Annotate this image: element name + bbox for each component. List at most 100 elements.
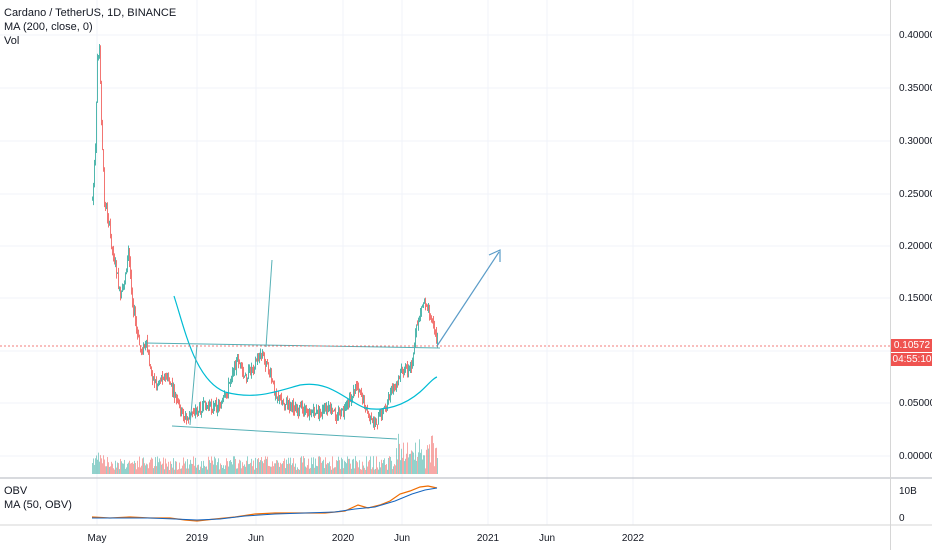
volume-bar <box>127 463 128 474</box>
volume-bar <box>347 456 348 474</box>
volume-bar <box>281 464 282 474</box>
volume-bar <box>306 467 307 474</box>
volume-bar <box>164 469 165 474</box>
volume-bar <box>174 469 175 474</box>
volume-bar <box>352 459 353 474</box>
price-tick: 0.25000 <box>899 189 932 200</box>
volume-bar <box>310 467 311 474</box>
volume-bar <box>229 461 230 474</box>
volume-bar <box>421 449 422 474</box>
volume-bar <box>370 456 371 474</box>
volume-bar <box>417 456 418 474</box>
volume-bar <box>101 458 102 474</box>
volume-bar <box>171 463 172 474</box>
volume-bar <box>395 465 396 474</box>
volume-bar <box>213 464 214 474</box>
volume-bar <box>307 465 308 474</box>
volume-bar <box>247 456 248 474</box>
volume-bar <box>406 453 407 474</box>
volume-bar <box>139 456 140 474</box>
volume-bar <box>108 462 109 474</box>
volume-bar <box>221 464 222 474</box>
volume-bar <box>385 464 386 474</box>
volume-bar <box>383 460 384 474</box>
volume-bar <box>295 463 296 474</box>
volume-bar <box>371 469 372 474</box>
volume-bar <box>107 457 108 474</box>
symbol-title[interactable]: Cardano / TetherUS, 1D, BINANCE <box>4 7 177 19</box>
volume-bar <box>323 459 324 474</box>
volume-bar <box>143 457 144 474</box>
volume-bar <box>397 459 398 474</box>
volume-bar <box>183 457 184 474</box>
volume-bar <box>330 466 331 474</box>
volume-bar <box>435 448 436 474</box>
volume-bar <box>364 467 365 474</box>
volume-bar <box>337 460 338 474</box>
volume-bar <box>235 458 236 474</box>
volume-bar <box>326 464 327 474</box>
volume-bar <box>298 469 299 474</box>
volume-bar <box>427 445 428 474</box>
volume-bar <box>154 466 155 474</box>
volume-bar <box>176 461 177 474</box>
volume-bar <box>360 469 361 474</box>
volume-bar <box>216 465 217 474</box>
volume-indicator-label[interactable]: Vol <box>4 35 20 47</box>
volume-bar <box>339 460 340 474</box>
volume-bar <box>335 467 336 474</box>
volume-bar <box>410 453 411 474</box>
volume-bar <box>234 456 235 474</box>
volume-bar <box>257 459 258 474</box>
volume-bar <box>177 469 178 474</box>
obv-indicator-label[interactable]: OBV <box>4 485 28 497</box>
volume-bar <box>209 460 210 474</box>
volume-bar <box>327 462 328 474</box>
volume-bar <box>115 460 116 474</box>
volume-bar <box>103 455 104 474</box>
volume-bar <box>403 442 404 474</box>
time-tick: May <box>87 533 107 544</box>
volume-bar <box>369 459 370 474</box>
volume-bar <box>116 467 117 474</box>
price-tick: 0.15000 <box>899 293 932 304</box>
measure-line-left <box>189 344 198 426</box>
volume-bar <box>237 468 238 474</box>
volume-bar <box>343 468 344 474</box>
volume-bar <box>267 456 268 474</box>
volume-bar <box>261 457 262 474</box>
volume-bar <box>180 468 181 474</box>
volume-bar <box>121 461 122 474</box>
volume-bar <box>253 460 254 474</box>
volume-bar <box>190 459 191 474</box>
volume-bar <box>312 464 313 474</box>
volume-bar <box>208 456 209 474</box>
volume-bar <box>391 460 392 474</box>
volume-bar <box>340 468 341 474</box>
volume-bar <box>336 460 337 474</box>
volume-bar <box>273 466 274 474</box>
volume-bar <box>430 462 431 474</box>
ma-indicator-label[interactable]: MA (200, close, 0) <box>4 21 93 33</box>
volume-bar <box>338 456 339 474</box>
volume-bar <box>320 457 321 474</box>
projection-arrow-line <box>436 251 500 347</box>
volume-bar <box>128 462 129 474</box>
volume-bar <box>429 444 430 474</box>
volume-bar <box>227 461 228 474</box>
volume-bar <box>304 458 305 474</box>
volume-bar <box>125 468 126 474</box>
price-axis[interactable]: 0.40000 0.35000 0.30000 0.25000 0.20000 … <box>890 0 932 550</box>
measure-line-right <box>265 259 273 348</box>
volume-bar <box>195 457 196 474</box>
volume-bar <box>254 469 255 474</box>
volume-bar <box>263 463 264 474</box>
volume-bar <box>205 466 206 474</box>
obv-ma-indicator-label[interactable]: MA (50, OBV) <box>4 499 72 511</box>
volume-bar <box>94 464 95 474</box>
volume-bar <box>181 468 182 474</box>
volume-bar <box>362 461 363 474</box>
volume-bar <box>110 466 111 474</box>
volume-bar <box>345 461 346 474</box>
